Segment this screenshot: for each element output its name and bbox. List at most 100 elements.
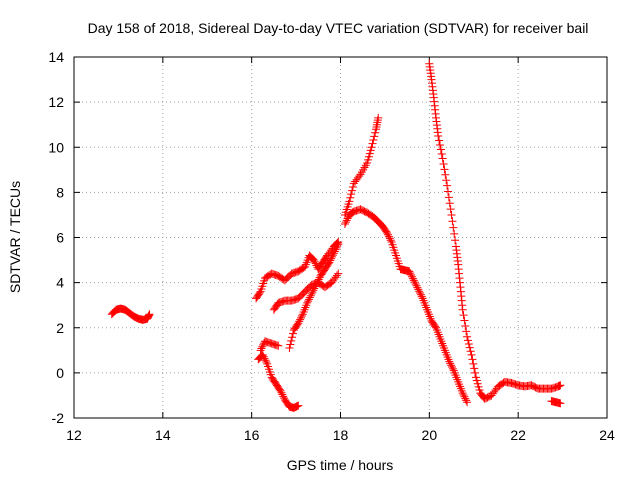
data-point (374, 113, 383, 122)
data-point (461, 394, 470, 403)
data-point (311, 282, 320, 291)
data-point (445, 357, 454, 366)
data-point (409, 276, 418, 285)
data-point (342, 216, 351, 225)
data-point (468, 355, 477, 364)
data-point (347, 190, 356, 199)
data-point (288, 333, 297, 342)
data-point (258, 342, 267, 351)
data-point (460, 392, 469, 401)
data-point (328, 251, 337, 260)
x-tick-label: 24 (599, 427, 615, 443)
x-tick-label: 18 (333, 427, 349, 443)
data-point (469, 359, 478, 368)
data-point (313, 277, 322, 286)
data-point (307, 289, 316, 298)
data-point (459, 390, 468, 399)
data-point (417, 292, 426, 301)
data-point (306, 291, 315, 300)
data-point (341, 218, 350, 227)
data-point (279, 392, 288, 401)
data-point (262, 358, 271, 367)
y-tick-label: 6 (56, 230, 64, 246)
data-point (294, 401, 303, 410)
data-point (310, 257, 319, 266)
data-point (304, 295, 313, 304)
data-point (413, 283, 422, 292)
data-point (458, 389, 467, 398)
data-point (416, 289, 425, 298)
x-tick-label: 16 (244, 427, 260, 443)
data-point (355, 172, 364, 181)
data-point (449, 223, 458, 232)
data-point (369, 136, 378, 145)
data-point (312, 280, 321, 289)
data-point (383, 228, 392, 237)
y-tick-label: 12 (48, 94, 64, 110)
data-point (348, 182, 357, 191)
data-point (386, 236, 395, 245)
data-point (464, 339, 473, 348)
data-point (407, 270, 416, 279)
data-point (330, 247, 339, 256)
series-arc-9 (425, 59, 565, 403)
data-point (442, 176, 451, 185)
data-point (408, 272, 417, 281)
data-point (405, 267, 414, 276)
data-point (327, 254, 336, 263)
data-point (346, 193, 355, 202)
data-point (309, 256, 318, 265)
data-point (334, 269, 343, 278)
data-point (312, 279, 321, 288)
data-point (466, 347, 475, 356)
data-point (340, 219, 349, 228)
data-point (261, 356, 270, 365)
data-point (295, 317, 304, 326)
data-point (436, 145, 445, 154)
data-point (443, 181, 452, 190)
data-point (556, 381, 565, 390)
data-point (467, 350, 476, 359)
data-point (406, 269, 415, 278)
data-point (384, 230, 393, 239)
data-point (447, 210, 456, 219)
x-tick-label: 20 (422, 427, 438, 443)
data-point (431, 322, 440, 331)
data-point (286, 340, 295, 349)
data-point (297, 312, 306, 321)
data-point (446, 359, 455, 368)
y-tick-label: 10 (48, 139, 64, 155)
data-points (107, 59, 565, 412)
series-arc-5 (254, 350, 303, 412)
grid (74, 57, 607, 418)
data-point (348, 186, 357, 195)
data-point (443, 187, 452, 196)
data-point (145, 310, 154, 319)
data-point (309, 286, 318, 295)
data-point (465, 343, 474, 352)
data-point (462, 396, 471, 405)
data-point (367, 143, 376, 152)
chart-title: Day 158 of 2018, Sidereal Day-to-day VTE… (88, 20, 589, 36)
data-point (294, 319, 303, 328)
data-point (260, 354, 269, 363)
data-point (310, 284, 319, 293)
data-point (435, 140, 444, 149)
data-point (440, 165, 449, 174)
data-point (333, 242, 342, 251)
series-arc-4 (256, 337, 283, 355)
data-point (257, 344, 266, 353)
data-point (459, 311, 468, 320)
data-point (438, 154, 447, 163)
data-point (470, 364, 479, 373)
data-point (451, 236, 460, 245)
data-point (463, 332, 472, 341)
data-point (410, 278, 419, 287)
series-arc-6 (285, 240, 343, 353)
y-tick-label: 14 (48, 49, 64, 65)
data-point (385, 234, 394, 243)
data-point (345, 197, 354, 206)
series-arc-1 (107, 304, 154, 324)
data-point (371, 128, 380, 137)
